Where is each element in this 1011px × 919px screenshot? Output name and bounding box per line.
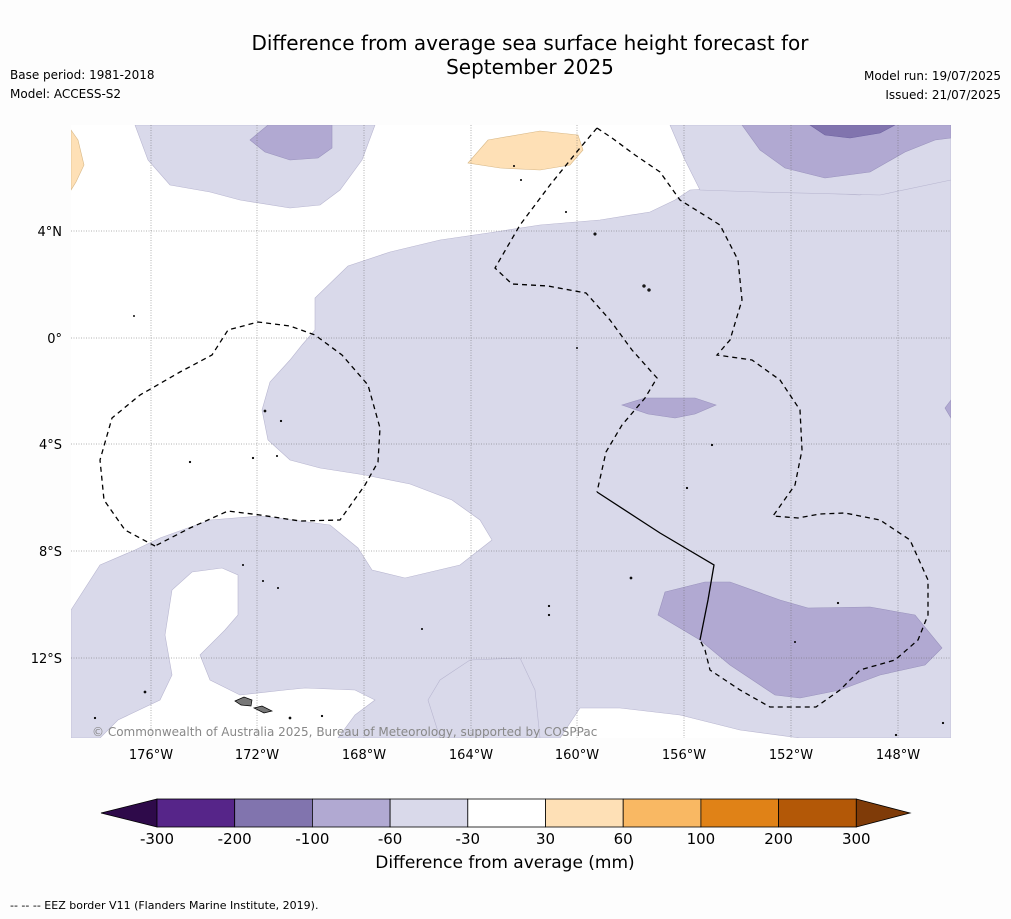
anomaly-minus100-east-edge: [944, 399, 951, 419]
title-line-1: Difference from average sea surface heig…: [251, 31, 809, 55]
graticule: [71, 125, 951, 738]
copyright-notice: © Commonwealth of Australia 2025, Bureau…: [92, 725, 597, 739]
colorbar: -300 -200 -100 -60 -30 30 60 100 200 300: [100, 798, 912, 848]
anomaly-minus100-central: [621, 397, 717, 419]
colorbar-swatch: [467, 798, 546, 828]
colorbar-swatch: [622, 798, 702, 828]
colorbar-swatch: [545, 798, 624, 828]
colorbar-extend-low: [100, 798, 158, 828]
island-samoa-1: [234, 696, 253, 707]
latitude-label: 4°N: [38, 225, 63, 240]
colorbar-tick-label: -100: [295, 830, 329, 848]
eez-footnote: -- -- -- EEZ border V11 (Flanders Marine…: [10, 899, 319, 912]
colorbar-swatch: [778, 798, 857, 828]
eez-borders: [99, 127, 929, 708]
colorbar-tick-label: 60: [614, 830, 633, 848]
base-period: Base period: 1981-2018: [10, 68, 155, 82]
latitude-label: 4°S: [39, 438, 62, 453]
map-panel: © Commonwealth of Australia 2025, Bureau…: [31, 125, 951, 763]
colorbar-extend-high: [855, 798, 912, 828]
colorbar-tick-label: -30: [456, 830, 481, 848]
latitude-label: 0°: [47, 332, 62, 347]
colorbar-swatch: [311, 798, 391, 828]
colorbar-tick-label: 100: [687, 830, 716, 848]
colorbar-tick-label: 300: [842, 830, 871, 848]
latitude-labels: 4°N 0° 4°S 8°S 12°S: [31, 225, 62, 667]
longitude-label: 156°W: [662, 748, 706, 763]
colorbar-tick-label: -60: [378, 830, 403, 848]
colorbar-title: Difference from average (mm): [375, 853, 635, 873]
longitude-label: 172°W: [235, 748, 279, 763]
island-samoa-2: [252, 705, 274, 714]
model-run: Model run: 19/07/2025: [863, 69, 1001, 83]
anomaly-plus30-west-edge: [71, 129, 85, 191]
longitude-label: 176°W: [129, 748, 173, 763]
longitude-label: 164°W: [449, 748, 493, 763]
latitude-label: 12°S: [31, 652, 62, 667]
meta-right: Model run: 19/07/2025 Issued: 21/07/2025: [864, 67, 1001, 105]
meta-left: Base period: 1981-2018 Model: ACCESS-S2: [10, 66, 155, 104]
title-line-2: September 2025: [446, 55, 614, 79]
anomaly-minus200-top-right: [809, 125, 896, 139]
longitude-label: 148°W: [876, 748, 920, 763]
latitude-label: 8°S: [39, 545, 62, 560]
colorbar-swatch: [700, 798, 780, 828]
anomaly-minus100-top-left: [249, 125, 333, 161]
colorbar-swatch: [156, 798, 236, 828]
eez-border-west: [99, 321, 381, 547]
anomaly-plus30-north: [467, 130, 584, 171]
longitude-label: 168°W: [342, 748, 386, 763]
colorbar-tick-label: -300: [140, 830, 174, 848]
eez-border-solid: [596, 491, 715, 641]
anomaly-minus100-top-right: [741, 125, 951, 179]
model-name: Model: ACCESS-S2: [10, 87, 122, 101]
map-title: Difference from average sea surface heig…: [180, 31, 880, 79]
anomaly-minus100-south-east: [657, 581, 943, 699]
colorbar-swatch: [389, 798, 469, 828]
issued-date: Issued: 21/07/2025: [885, 88, 1001, 102]
colorbar-tick-label: 200: [764, 830, 793, 848]
colorbar-tick-label: -200: [218, 830, 252, 848]
eez-border-central: [596, 127, 929, 708]
longitude-labels: 176°W 172°W 168°W 164°W 160°W 156°W 152°W 148°W: [129, 748, 920, 763]
eez-border-central-west: [494, 127, 658, 493]
colorbar-tick-label: 30: [536, 830, 555, 848]
longitude-label: 160°W: [555, 748, 599, 763]
islands: [93, 164, 945, 737]
longitude-label: 152°W: [769, 748, 813, 763]
colorbar-swatch: [234, 798, 313, 828]
